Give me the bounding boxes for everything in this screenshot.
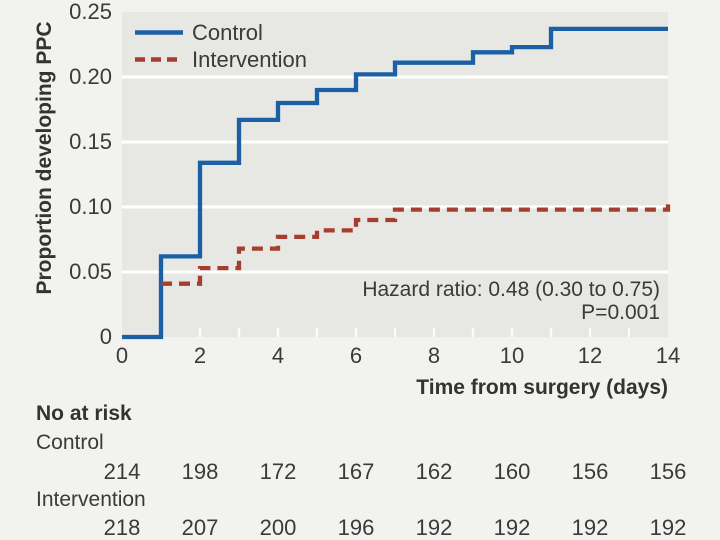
risk-value: 196 bbox=[337, 515, 375, 540]
hazard-ratio-annotation: Hazard ratio: 0.48 (0.30 to 0.75) P=0.00… bbox=[362, 278, 660, 324]
control-line-swatch bbox=[135, 30, 183, 35]
risk-value: 198 bbox=[181, 459, 219, 484]
x-tick-label-2: 2 bbox=[193, 343, 207, 368]
p-value-text: P=0.001 bbox=[581, 301, 660, 324]
risk-value: 200 bbox=[259, 515, 297, 540]
risk-value: 192 bbox=[493, 515, 531, 540]
risk-value: 160 bbox=[493, 459, 531, 484]
y-axis-title: Proportion developing PPC bbox=[33, 21, 56, 295]
risk-value: 172 bbox=[259, 459, 297, 484]
legend-item-intervention: Intervention bbox=[135, 46, 307, 73]
y-tick-label-010: 0.10 bbox=[69, 194, 112, 219]
legend-label-intervention: Intervention bbox=[192, 46, 307, 72]
legend: Control Intervention bbox=[135, 19, 307, 73]
y-tick-label-025: 0.25 bbox=[69, 0, 112, 24]
x-tick-label-4: 4 bbox=[271, 343, 285, 368]
risk-value: 214 bbox=[103, 459, 141, 484]
legend-label-control: Control bbox=[192, 19, 263, 45]
risk-value: 192 bbox=[571, 515, 609, 540]
risk-row-label-control: Control bbox=[36, 431, 104, 454]
intervention-line-swatch bbox=[135, 57, 183, 62]
risk-row-label-intervention: Intervention bbox=[36, 488, 146, 511]
risk-value: 167 bbox=[337, 459, 375, 484]
risk-value: 156 bbox=[571, 459, 609, 484]
legend-item-control: Control bbox=[135, 19, 307, 46]
x-tick-label-10: 10 bbox=[499, 343, 525, 368]
step-curves-canvas bbox=[122, 26, 671, 340]
x-tick-label-14: 14 bbox=[655, 343, 681, 368]
risk-value: 207 bbox=[181, 515, 219, 540]
x-axis-title: Time from surgery (days) bbox=[416, 376, 668, 399]
y-tick-label-005: 0.05 bbox=[69, 259, 112, 284]
x-tick-label-12: 12 bbox=[577, 343, 603, 368]
hazard-ratio-text: Hazard ratio: 0.48 (0.30 to 0.75) bbox=[362, 278, 660, 301]
x-tick-label-0: 0 bbox=[115, 343, 129, 368]
risk-value: 162 bbox=[415, 459, 453, 484]
y-tick-label-015: 0.15 bbox=[69, 129, 112, 154]
risk-table-title: No at risk bbox=[36, 402, 132, 425]
risk-value: 218 bbox=[103, 515, 141, 540]
x-tick-label-8: 8 bbox=[427, 343, 441, 368]
x-tick-label-6: 6 bbox=[349, 343, 363, 368]
plot-area: Control Intervention Hazard ratio: 0.48 … bbox=[122, 12, 671, 340]
y-tick-label-0: 0 bbox=[99, 324, 112, 349]
risk-value: 192 bbox=[649, 515, 687, 540]
risk-value: 156 bbox=[649, 459, 687, 484]
risk-value: 192 bbox=[415, 515, 453, 540]
y-tick-label-020: 0.20 bbox=[69, 64, 112, 89]
